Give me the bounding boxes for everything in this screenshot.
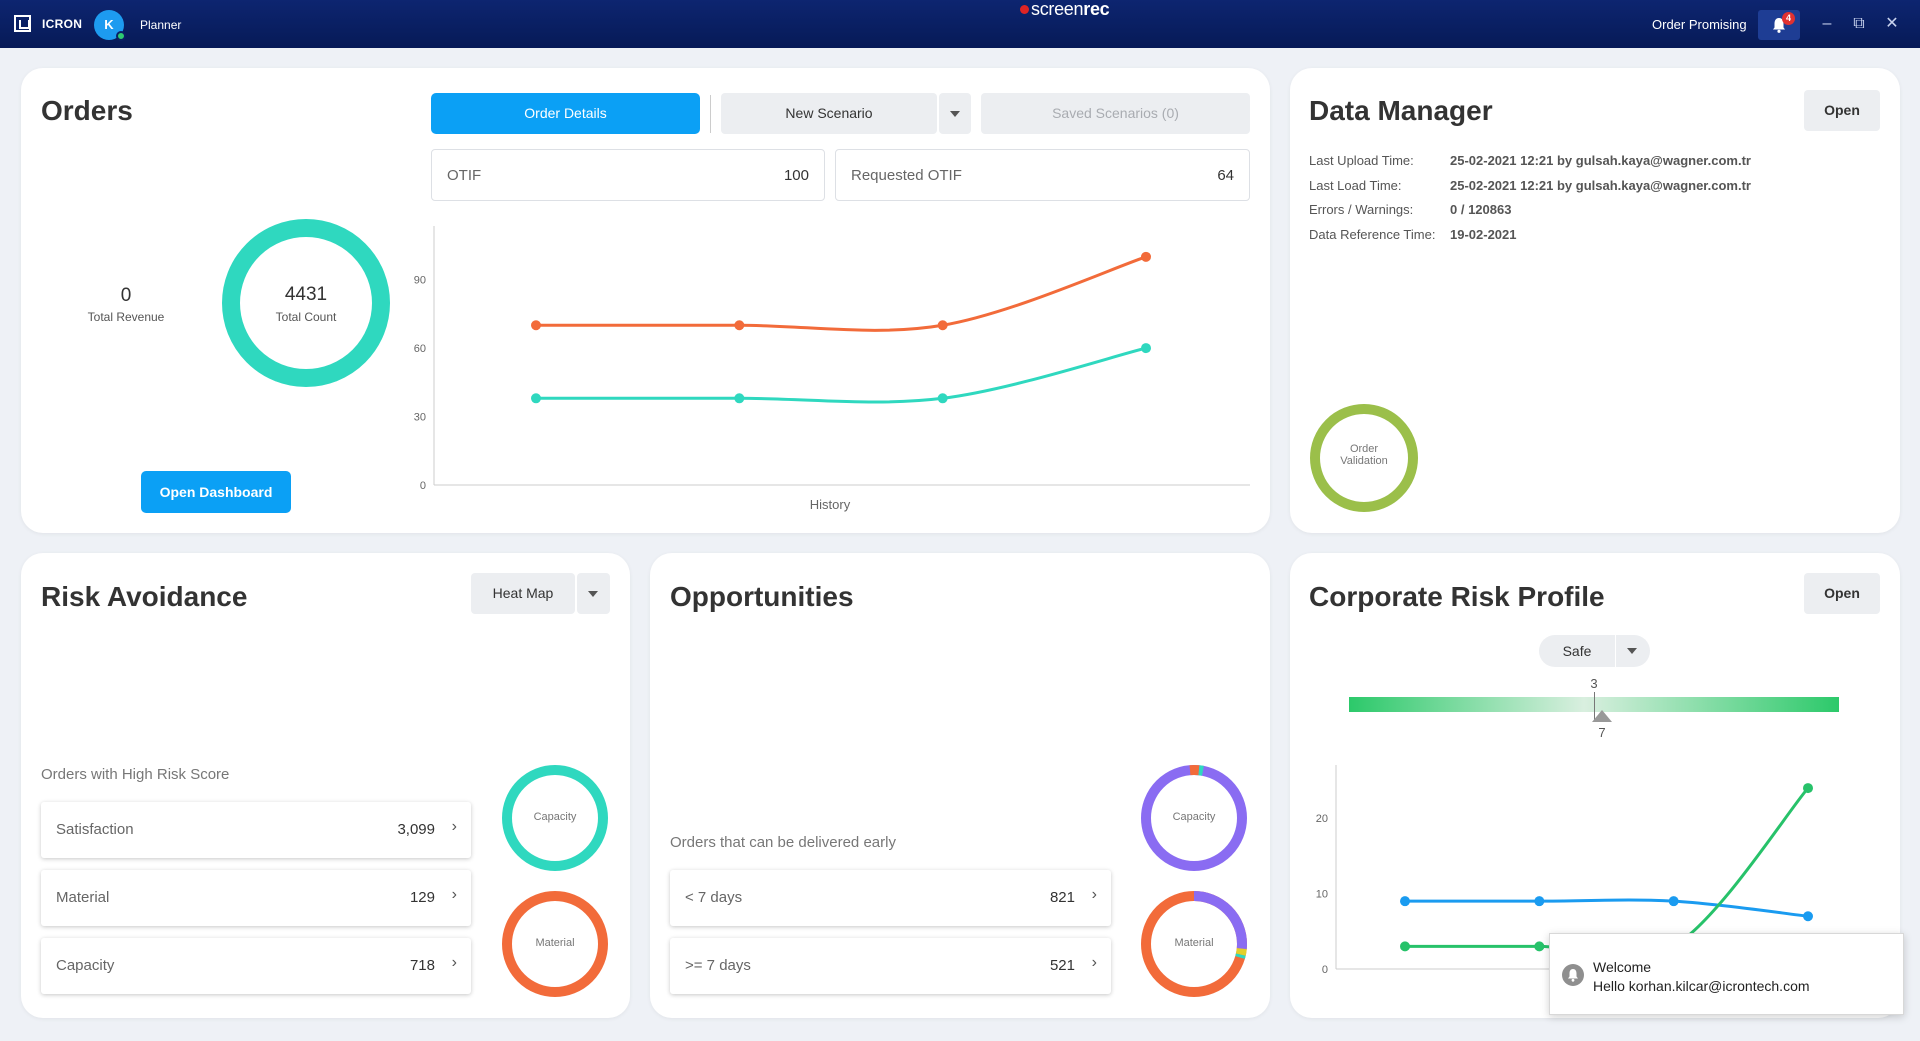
list-item-satisfaction[interactable]: Satisfaction 3,099 › [41,802,471,858]
history-series-0-point [734,320,744,330]
corporate-series-1-point [1534,941,1544,951]
total-count-label: Total Count [221,310,391,324]
early-delivery-subtitle: Orders that can be delivered early [670,834,896,851]
welcome-toast[interactable]: Welcome Hello korhan.kilcar@icrontech.co… [1549,933,1904,1015]
corporate-series-0-point [1400,896,1410,906]
brand-name: ICRON [42,17,82,31]
risk-scale-pointer-icon [1592,710,1612,722]
history-series-1-line [536,348,1146,402]
list-item-under-7-days[interactable]: < 7 days 821 › [670,870,1111,926]
list-item-material[interactable]: Material 129 › [41,870,471,926]
order-details-tab[interactable]: Order Details [431,93,700,134]
risk-scale-top-value: 3 [1584,676,1604,691]
restore-icon[interactable]: ⧉ [1849,14,1869,34]
scenario-select[interactable]: New Scenario [721,93,937,134]
history-series-1-point [938,393,948,403]
order-validation-label: Order Validation [1309,443,1419,467]
tab-divider [710,95,711,133]
history-y-tick-label: 90 [414,275,426,287]
corporate-series-0-line [1405,900,1808,916]
history-y-tick-label: 30 [414,412,426,424]
chevron-down-icon [588,591,598,597]
open-dashboard-button[interactable]: Open Dashboard [141,471,291,513]
chevron-right-icon: › [1092,954,1097,972]
screenrec-watermark: screenrec [1020,0,1109,20]
heat-map-dropdown-button[interactable] [577,573,610,614]
notification-badge: 4 [1782,12,1795,25]
online-status-icon [116,31,126,41]
scenario-dropdown-button[interactable] [939,93,971,134]
risk-capacity-label: Capacity [500,811,610,823]
history-y-tick-label: 0 [420,480,426,492]
history-series-0-point [938,320,948,330]
high-risk-subtitle: Orders with High Risk Score [41,766,229,783]
total-count-value: 4431 [221,284,391,306]
minimize-icon[interactable]: – [1817,14,1837,34]
corporate-series-1-point [1803,783,1813,793]
opp-material-label: Material [1139,937,1249,949]
history-series-0-point [1141,252,1151,262]
corporate-y-tick-label: 20 [1316,813,1328,825]
risk-scale-bottom-value: 7 [1592,725,1612,740]
corporate-y-tick-label: 10 [1316,889,1328,901]
data-manager-open-button[interactable]: Open [1804,90,1880,131]
safe-select[interactable]: Safe [1539,635,1615,667]
last-load-row: Last Load Time: 25-02-2021 12:21 by gulsa… [1309,178,1402,193]
total-revenue-value: 0 [41,285,211,307]
chevron-right-icon: › [452,818,457,836]
orders-title: Orders [41,95,133,127]
history-chart: 0 30 60 90 [400,210,1260,500]
history-series-0-point [531,320,541,330]
close-icon[interactable]: ✕ [1882,14,1902,34]
app-name: Order Promising [1652,17,1747,32]
data-manager-title: Data Manager [1309,95,1493,127]
safe-dropdown-button[interactable] [1616,635,1650,667]
corporate-series-1-point [1400,941,1410,951]
otif-field: OTIF 100 [431,149,825,201]
corporate-y-tick-label: 0 [1322,964,1328,976]
data-reference-row: Data Reference Time: 19-02-2021 [1309,227,1435,242]
opp-capacity-label: Capacity [1139,811,1249,823]
history-y-tick-label: 60 [414,343,426,355]
history-series-0-line [536,257,1146,331]
toast-title: Welcome [1593,959,1651,975]
requested-otif-label: Requested OTIF [851,167,962,184]
chevron-down-icon [950,111,960,117]
corporate-risk-open-button[interactable]: Open [1804,573,1880,614]
otif-value: 100 [784,167,809,184]
risk-avoidance-title: Risk Avoidance [41,581,247,613]
history-series-1-point [1141,343,1151,353]
history-series-1-point [734,393,744,403]
last-upload-row: Last Upload Time: 25-02-2021 12:21 by gul… [1309,153,1414,168]
list-item-7-days-plus[interactable]: >= 7 days 521 › [670,938,1111,994]
total-revenue-label: Total Revenue [41,310,211,324]
history-x-axis-label: History [700,497,960,512]
corporate-series-0-point [1803,911,1813,921]
toast-message: Hello korhan.kilcar@icrontech.com [1593,978,1810,994]
chevron-right-icon: › [452,886,457,904]
user-role: Planner [140,18,181,32]
history-series-1-point [531,393,541,403]
title-bar: ICRON K Planner screenrec Order Promisin… [0,0,1920,48]
list-item-capacity[interactable]: Capacity 718 › [41,938,471,994]
chevron-right-icon: › [452,954,457,972]
corporate-risk-title: Corporate Risk Profile [1309,581,1605,613]
heat-map-select[interactable]: Heat Map [471,573,575,614]
corporate-series-0-point [1534,896,1544,906]
errors-warnings-row: Errors / Warnings: 0 / 120863 [1309,202,1413,217]
corporate-series-0-point [1669,896,1679,906]
requested-otif-value: 64 [1217,167,1234,184]
opportunities-title: Opportunities [670,581,854,613]
chevron-down-icon [1627,648,1637,654]
requested-otif-field: Requested OTIF 64 [835,149,1250,201]
saved-scenarios-button: Saved Scenarios (0) [981,93,1250,134]
icron-logo-icon [14,15,31,32]
toast-bell-icon [1562,964,1584,986]
otif-label: OTIF [447,167,481,184]
risk-material-label: Material [500,937,610,949]
chevron-right-icon: › [1092,886,1097,904]
